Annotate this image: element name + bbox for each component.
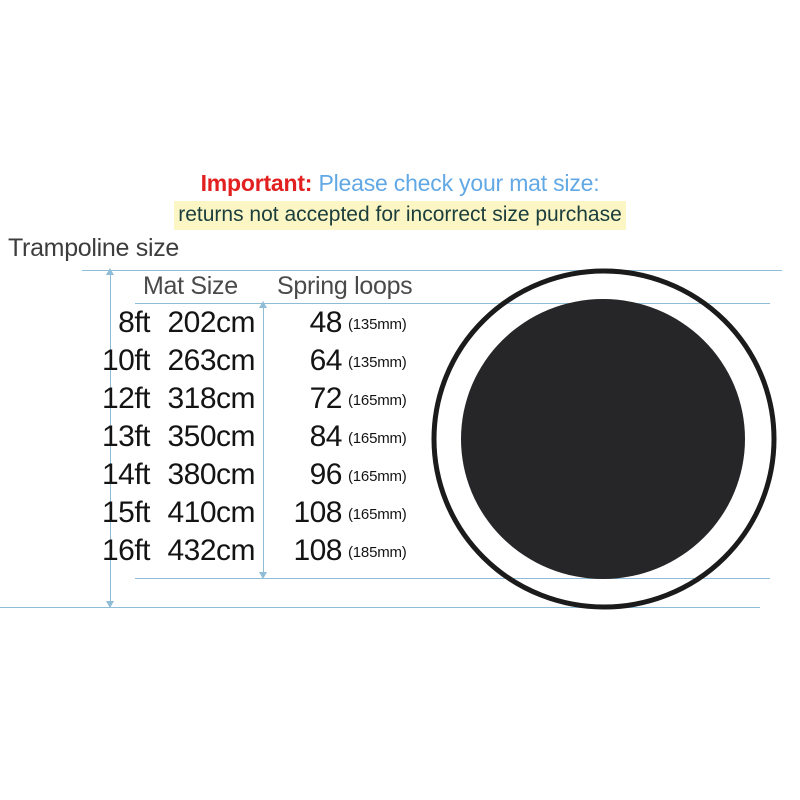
cell-spring-loops: 108 bbox=[293, 496, 342, 529]
cell-spring-length: (185mm) bbox=[348, 544, 407, 561]
cell-spring-loops: 108 bbox=[293, 534, 342, 567]
cell-trampoline-size: 10ft bbox=[101, 344, 151, 377]
cell-spring-loops: 84 bbox=[309, 420, 343, 453]
cell-spring-loops: 48 bbox=[309, 306, 343, 339]
cell-mat-size: 263cm bbox=[167, 344, 255, 377]
cell-mat-size: 432cm bbox=[167, 534, 255, 567]
guide-line-bottom bbox=[0, 607, 760, 608]
cell-mat-size: 318cm bbox=[167, 382, 255, 415]
important-notice: Important: Please check your mat size: r… bbox=[0, 168, 800, 230]
guide-line-header-underline bbox=[135, 303, 770, 304]
cell-trampoline-size: 12ft bbox=[101, 382, 151, 415]
cell-trampoline-size: 8ft bbox=[118, 306, 150, 339]
guide-line-mat-bottom bbox=[135, 578, 770, 579]
table-row: 14ft 380cm 96 (165mm) bbox=[0, 456, 430, 494]
table-header-row: Mat Size Spring loops bbox=[0, 272, 430, 304]
column-header-mat-size: Mat Size bbox=[143, 272, 238, 300]
table-row: 15ft 410cm 108 (165mm) bbox=[0, 494, 430, 532]
dimension-line-trampoline-size bbox=[110, 272, 111, 606]
cell-trampoline-size: 13ft bbox=[101, 420, 151, 453]
cell-spring-length: (165mm) bbox=[348, 506, 407, 523]
cell-mat-size: 410cm bbox=[167, 496, 255, 529]
table-row: 10ft 263cm 64 (135mm) bbox=[0, 342, 430, 380]
trampoline-diagram bbox=[425, 262, 780, 617]
table-row: 13ft 350cm 84 (165mm) bbox=[0, 418, 430, 456]
table-row: 12ft 318cm 72 (165mm) bbox=[0, 380, 430, 418]
notice-headline-row: Important: Please check your mat size: bbox=[0, 168, 800, 198]
notice-subline-row: returns not accepted for incorrect size … bbox=[0, 201, 800, 230]
dimension-arrowhead-top-outer bbox=[106, 268, 114, 275]
cell-mat-size: 350cm bbox=[167, 420, 255, 453]
trampoline-frame-ring bbox=[431, 268, 777, 610]
cell-mat-size: 380cm bbox=[167, 458, 255, 491]
cell-spring-loops: 64 bbox=[309, 344, 343, 377]
dimension-line-mat-size bbox=[263, 305, 264, 577]
dimension-arrowhead-bottom-inner bbox=[259, 572, 267, 579]
cell-spring-loops: 72 bbox=[309, 382, 343, 415]
notice-subline: returns not accepted for incorrect size … bbox=[174, 201, 626, 230]
dimension-arrowhead-top-inner bbox=[259, 301, 267, 308]
cell-spring-length: (165mm) bbox=[348, 468, 407, 485]
table-row: 8ft 202cm 48 (135mm) bbox=[0, 304, 430, 342]
cell-spring-length: (135mm) bbox=[348, 316, 407, 333]
size-table: Mat Size Spring loops 8ft 202cm 48 (135mm) 1… bbox=[0, 272, 430, 570]
column-header-spring-loops: Spring loops bbox=[277, 272, 413, 300]
cell-spring-length: (135mm) bbox=[348, 354, 407, 371]
cell-spring-length: (165mm) bbox=[348, 430, 407, 447]
guide-line-top bbox=[82, 270, 782, 271]
table-body: 8ft 202cm 48 (135mm) 10ft 263cm 64 (135mm) 12ft 3… bbox=[0, 304, 430, 570]
important-label: Important: bbox=[200, 170, 313, 196]
table-row: 16ft 432cm 108 (185mm) bbox=[0, 532, 430, 570]
cell-trampoline-size: 15ft bbox=[101, 496, 151, 529]
cell-mat-size: 202cm bbox=[167, 306, 255, 339]
notice-headline: Please check your mat size: bbox=[312, 170, 600, 196]
trampoline-mat-circle bbox=[461, 299, 745, 579]
cell-trampoline-size: 16ft bbox=[101, 534, 151, 567]
dimension-arrowhead-bottom-outer bbox=[106, 601, 114, 608]
trampoline-size-caption: Trampoline size bbox=[8, 234, 180, 262]
cell-trampoline-size: 14ft bbox=[101, 458, 151, 491]
cell-spring-length: (165mm) bbox=[348, 392, 407, 409]
cell-spring-loops: 96 bbox=[309, 458, 343, 491]
